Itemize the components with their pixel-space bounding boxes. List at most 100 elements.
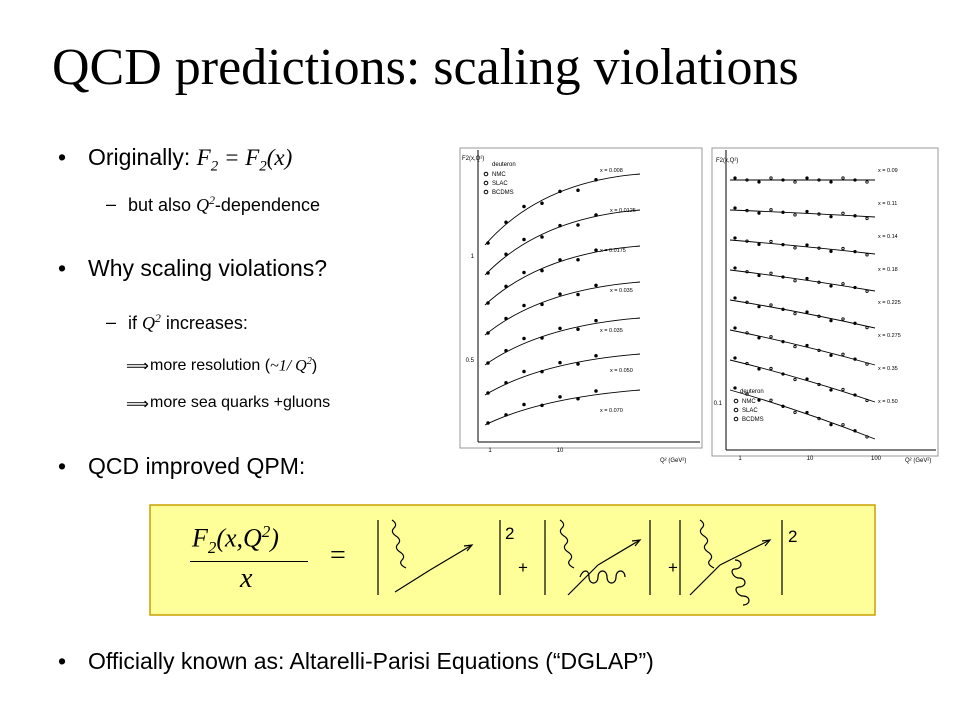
data-point xyxy=(558,189,562,194)
data-point xyxy=(757,273,761,278)
data-point xyxy=(733,236,737,240)
plot-label: SLAC xyxy=(742,408,758,414)
plot-label: NMC xyxy=(742,399,756,405)
data-point xyxy=(769,208,773,212)
data-point xyxy=(805,276,809,281)
data-point xyxy=(829,249,833,253)
data-point xyxy=(757,180,761,184)
plot-label: x = 0.050 xyxy=(610,368,633,374)
text: -dependence xyxy=(214,195,320,215)
plot-label: Q² (GeV²) xyxy=(905,458,931,464)
data-point xyxy=(793,246,797,250)
plot-label: x = 0.18 xyxy=(878,267,898,273)
fit-curve xyxy=(484,281,641,336)
data-point xyxy=(745,361,749,366)
legend-symbol xyxy=(733,416,739,422)
fit-curve xyxy=(484,245,641,306)
data-point xyxy=(733,386,737,390)
plot-label: BCDMS xyxy=(742,417,764,423)
data-point xyxy=(805,377,809,381)
plot-frames xyxy=(459,147,939,457)
data-point xyxy=(522,402,526,407)
text: QCD improved QPM: xyxy=(88,453,306,479)
plot-label: x = 0.275 xyxy=(878,333,901,339)
plot-label: 0.1 xyxy=(714,401,723,407)
data-point xyxy=(745,300,749,304)
data-point xyxy=(757,242,761,246)
data-point xyxy=(757,305,761,309)
text: 2 xyxy=(306,356,312,367)
data-point xyxy=(486,271,490,275)
plot-label: x = 0.14 xyxy=(878,234,898,240)
text: F xyxy=(192,523,208,553)
data-point xyxy=(540,268,544,273)
data-point xyxy=(504,413,508,417)
plot-label: x = 0.11 xyxy=(878,201,897,207)
data-point xyxy=(576,258,580,262)
data-point xyxy=(504,316,508,321)
data-point xyxy=(594,248,598,252)
data-point xyxy=(865,216,869,221)
text: but also xyxy=(128,195,192,215)
data-point xyxy=(733,266,737,270)
data-point xyxy=(817,212,821,216)
data-point xyxy=(769,335,773,339)
data-point xyxy=(853,285,857,290)
data-point xyxy=(733,356,737,360)
data-point xyxy=(540,201,544,206)
data-point xyxy=(853,321,857,325)
plot-label: 1 xyxy=(488,448,492,454)
formula-numerator: F2(x,Q2) xyxy=(192,522,279,558)
data-point xyxy=(805,410,809,415)
data-point xyxy=(733,176,737,180)
fit-curve xyxy=(729,299,876,329)
text: 2 xyxy=(155,312,161,325)
data-point xyxy=(781,307,785,311)
data-point xyxy=(841,387,845,392)
data-point xyxy=(853,214,857,218)
data-point xyxy=(829,180,833,184)
text: F xyxy=(196,145,211,170)
data-point xyxy=(522,336,526,341)
data-point xyxy=(745,178,749,182)
text: (x) xyxy=(266,145,293,170)
data-point xyxy=(805,343,809,348)
data-point xyxy=(757,336,761,340)
data-point xyxy=(504,284,508,289)
plot-label: x = 0.50 xyxy=(878,399,898,405)
data-point xyxy=(504,252,508,257)
text: ~1/ Q xyxy=(270,357,307,375)
data-point xyxy=(865,435,869,439)
plot-label: 10 xyxy=(807,456,814,462)
plot-label: Q² (GeV²) xyxy=(660,458,686,464)
plot-label: 100 xyxy=(871,456,882,462)
data-point xyxy=(757,211,761,215)
fit-curve xyxy=(484,317,641,366)
data-point xyxy=(757,398,761,402)
data-point xyxy=(576,292,580,297)
data-point xyxy=(841,352,845,356)
data-point xyxy=(558,292,562,296)
data-point xyxy=(841,246,845,251)
data-point xyxy=(576,188,580,193)
text: = F xyxy=(223,145,260,170)
plot-label: F2(x,Q²) xyxy=(462,156,484,162)
data-point xyxy=(558,258,562,262)
arrow-item: more resolution (~1/ Q2) xyxy=(126,356,317,376)
square: 2 xyxy=(505,524,515,543)
data-point xyxy=(829,284,833,288)
data-point xyxy=(522,237,526,242)
data-point xyxy=(805,243,809,247)
data-point xyxy=(781,210,785,214)
bullet: Why scaling violations? xyxy=(58,255,327,282)
data-point xyxy=(558,395,562,399)
plot-label: BCDMS xyxy=(492,190,514,196)
data-point xyxy=(805,310,809,314)
legend-symbol xyxy=(733,407,739,413)
plot-label: x = 0.070 xyxy=(600,408,623,414)
data-point xyxy=(853,250,857,254)
data-point xyxy=(793,377,797,382)
data-point xyxy=(769,239,773,244)
text: if xyxy=(128,313,137,333)
data-point xyxy=(594,178,598,182)
